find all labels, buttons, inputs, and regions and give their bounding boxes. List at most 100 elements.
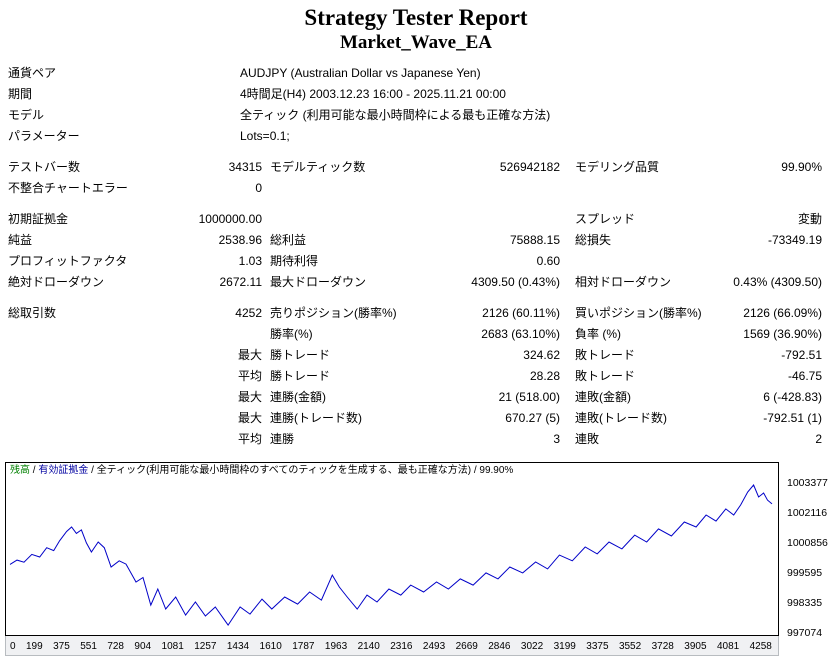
chart-legend: 残高 / 有効証拠金 / 全ティック(利用可能な最小時間枠のすべてのティックを生… xyxy=(10,465,513,477)
stat-value-1: 最大 xyxy=(237,348,262,362)
stat-row: プロフィットファクタ 1.03 期待利得 0.60 xyxy=(8,251,832,272)
stat-value-1: 1000000.00 xyxy=(198,212,262,226)
stat-label-1: 不整合チャートエラー xyxy=(8,181,128,195)
stat-label-1: 純益 xyxy=(8,233,33,247)
stat-label-3: 負率 (%) xyxy=(575,327,621,341)
stat-value-3: 6 (-428.83) xyxy=(763,390,822,404)
x-tick-label: 2493 xyxy=(422,641,446,652)
x-tick-label: 375 xyxy=(53,641,70,652)
chart-x-axis: 0 199 375 551 728 904 1081 1257 1434 1610 1787 1963… xyxy=(5,636,779,656)
stat-row: 最大 連勝(金額) 21 (518.00) 連敗(金額) 6 (-428.83) xyxy=(8,387,832,408)
x-tick-label: 2140 xyxy=(357,641,380,652)
info-value: 4時間足(H4) 2003.12.23 16:00 - 2025.11.21 0… xyxy=(240,87,506,101)
info-value: AUDJPY (Australian Dollar vs Japanese Ye… xyxy=(240,66,481,80)
stat-value-1: 1.03 xyxy=(238,254,262,268)
legend-item: 99.90% xyxy=(479,465,514,476)
y-tick-label: 1003377 xyxy=(787,477,828,489)
stat-label-2: モデルティック数 xyxy=(270,160,366,174)
x-tick-label: 3728 xyxy=(651,641,674,652)
x-tick-label: 1434 xyxy=(226,641,250,652)
stat-row: 平均 勝トレード 28.28 敗トレード -46.75 xyxy=(8,366,832,387)
stat-label-3: 連敗(トレード数) xyxy=(575,411,667,425)
stat-value-2: 0.60 xyxy=(536,254,560,268)
stat-row: 最大 連勝(トレード数) 670.27 (5) 連敗(トレード数) -792.51 (1… xyxy=(8,408,832,429)
stat-value-1: 4252 xyxy=(235,306,262,320)
stat-label-2: 連勝(トレード数) xyxy=(270,411,362,425)
stat-label-1: プロフィットファクタ xyxy=(8,254,128,268)
stat-value-2: 670.27 (5) xyxy=(505,411,560,425)
x-tick-label: 4081 xyxy=(716,641,740,652)
stat-value-1: 平均 xyxy=(237,432,262,446)
stat-value-3: 2126 (66.09%) xyxy=(743,306,822,320)
balance-line xyxy=(9,484,773,626)
stat-value-1: 0 xyxy=(255,181,262,195)
legend-separator: / xyxy=(30,465,39,476)
stat-label-3: 連敗(金額) xyxy=(575,390,631,404)
x-tick-label: 728 xyxy=(107,641,124,652)
x-tick-label: 1257 xyxy=(194,641,217,652)
x-tick-label: 0 xyxy=(10,641,16,652)
balance-curve xyxy=(9,484,773,626)
info-row: 通貨ペア AUDJPY (Australian Dollar vs Japanes… xyxy=(8,63,832,84)
stat-value-2: 2126 (60.11%) xyxy=(482,306,560,320)
stat-value-3: -792.51 (1) xyxy=(763,411,822,425)
stat-value-1: 最大 xyxy=(237,390,262,404)
legend-item: 有効証拠金 xyxy=(38,465,89,476)
y-tick-label: 998335 xyxy=(787,596,823,609)
stat-value-2: 2683 (63.10%) xyxy=(481,327,560,341)
stat-row: 総取引数 4252 売りポジション(勝率%) 2126 (60.11%) 買いポジション… xyxy=(8,303,832,324)
stat-value-2: 75888.15 xyxy=(509,233,560,247)
info-value: Lots=0.1; xyxy=(240,129,290,143)
info-row: 期間 4時間足(H4) 2003.12.23 16:00 - 2025.11.21… xyxy=(8,84,832,105)
x-tick-label: 3552 xyxy=(618,641,642,652)
stat-value-3: 99.90% xyxy=(781,160,822,174)
chart-plot-area: 残高 / 有効証拠金 / 全ティック(利用可能な最小時間枠のすべてのティックを生… xyxy=(5,462,779,636)
stat-row: 平均 連勝 3 連敗 2 xyxy=(8,429,832,450)
stat-value-2: 28.28 xyxy=(529,369,560,383)
y-tick-label: 997074 xyxy=(787,627,823,639)
x-tick-label: 1081 xyxy=(161,641,184,652)
x-tick-label: 3022 xyxy=(520,641,544,652)
info-label: モデル xyxy=(8,108,45,122)
stat-value-3: -46.75 xyxy=(787,369,822,383)
stat-value-3: 1569 (36.90%) xyxy=(743,327,822,341)
statistics-table: テストバー数 34315 モデルティック数 526942182 モデリング品質 99.90… xyxy=(0,157,832,450)
x-tick-label: 1963 xyxy=(324,641,348,652)
x-tick-label: 3905 xyxy=(684,641,707,652)
stat-label-2: 総利益 xyxy=(270,233,307,247)
stat-label-3: 敗トレード xyxy=(575,348,636,362)
stat-label-2: 売りポジション(勝率%) xyxy=(270,306,397,320)
stat-label-3: モデリング品質 xyxy=(575,160,660,174)
stat-label-1: 総取引数 xyxy=(8,306,57,320)
info-label: 通貨ペア xyxy=(8,66,57,80)
stat-value-2: 4309.50 (0.43%) xyxy=(471,275,560,289)
x-tick-label: 2846 xyxy=(488,641,511,652)
stat-label-3: スプレッド xyxy=(575,212,636,226)
x-tick-label: 1787 xyxy=(292,641,315,652)
legend-separator: / xyxy=(88,465,97,476)
stat-value-3: 変動 xyxy=(797,212,822,226)
x-tick-label: 904 xyxy=(134,641,152,652)
stat-label-2: 連勝(金額) xyxy=(270,390,326,404)
stat-label-2: 連勝 xyxy=(270,432,295,446)
balance-chart: 残高 / 有効証拠金 / 全ティック(利用可能な最小時間枠のすべてのティックを生… xyxy=(5,462,828,658)
stat-value-2: 324.62 xyxy=(523,348,560,362)
stat-value-3: 2 xyxy=(815,432,822,446)
stat-label-3: 相対ドローダウン xyxy=(575,275,672,289)
stat-label-3: 敗トレード xyxy=(575,369,636,383)
stat-row: 最大 勝トレード 324.62 敗トレード -792.51 xyxy=(8,345,832,366)
stat-value-3: -792.51 xyxy=(781,348,822,362)
x-tick-label: 1610 xyxy=(259,641,282,652)
report-title: Strategy Tester Report xyxy=(304,5,528,30)
stat-value-1: 最大 xyxy=(237,411,262,425)
y-tick-label: 1002116 xyxy=(787,507,828,519)
stat-label-2: 期待利得 xyxy=(270,254,319,268)
stat-value-1: 平均 xyxy=(237,369,262,383)
stat-row: 絶対ドローダウン 2672.11 最大ドローダウン 4309.50 (0.43%) 相対… xyxy=(8,272,832,293)
stat-label-3: 買いポジション(勝率%) xyxy=(575,306,702,320)
info-label: 期間 xyxy=(8,87,33,101)
x-tick-label: 4258 xyxy=(749,641,772,652)
info-label: パラメーター xyxy=(8,129,80,143)
stat-label-3: 連敗 xyxy=(575,432,600,446)
